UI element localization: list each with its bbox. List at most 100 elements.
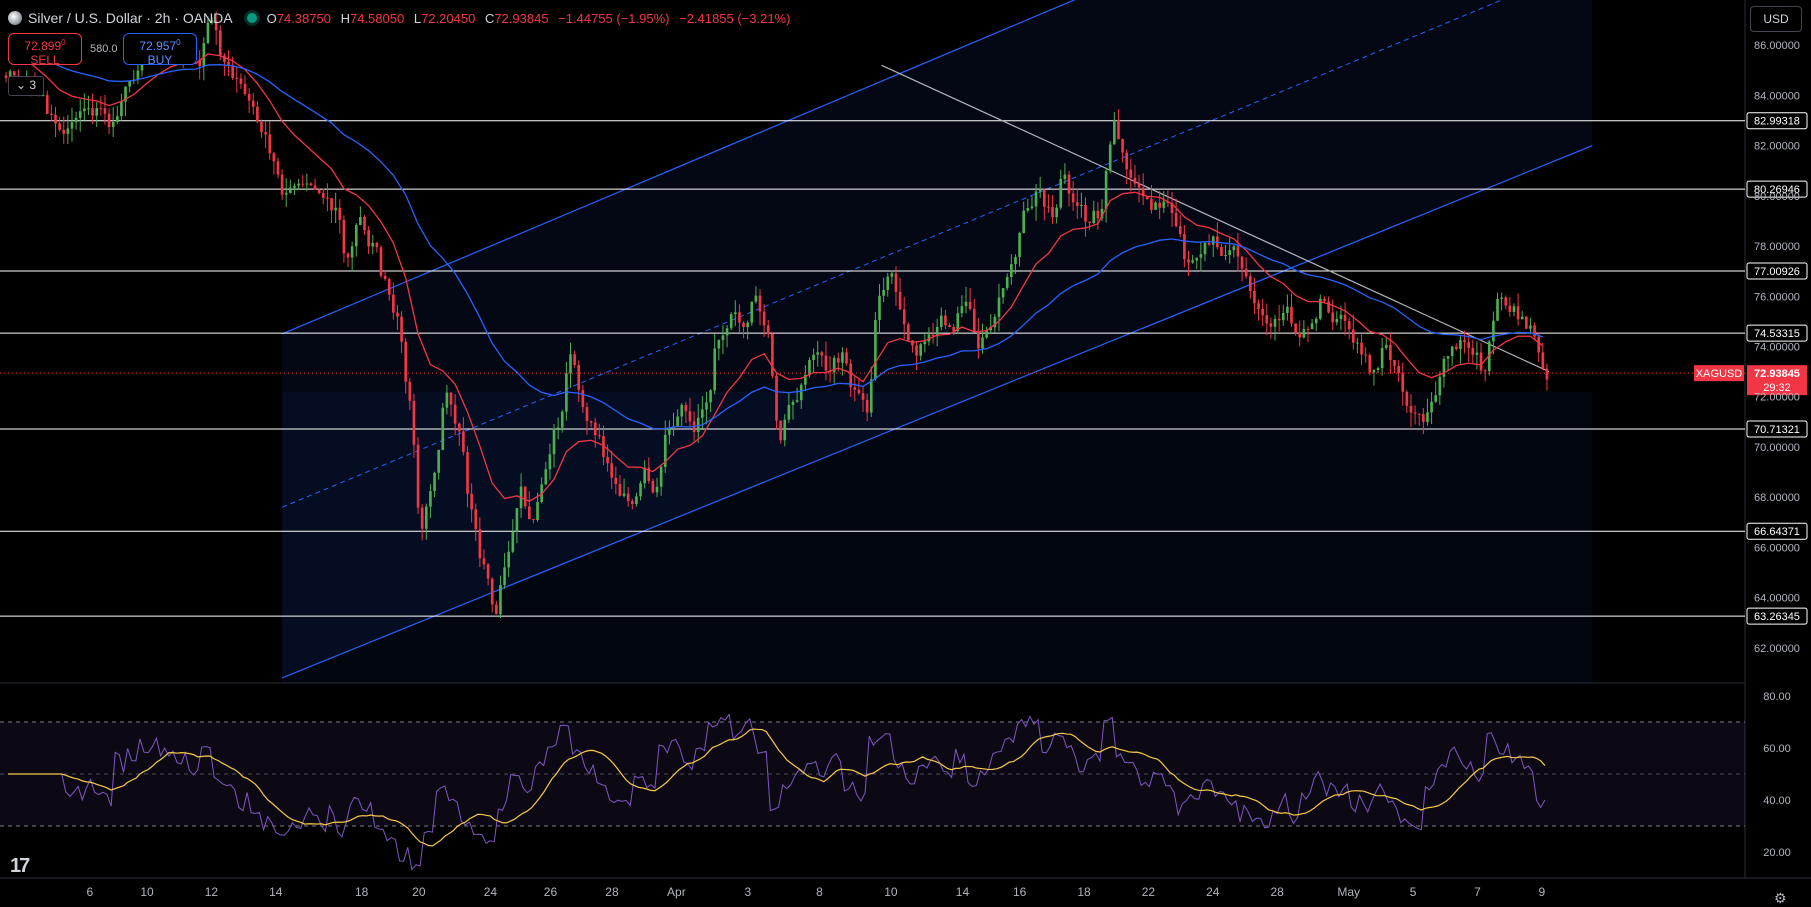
candle-body [886,276,890,290]
symbol-title[interactable]: Silver / U.S. Dollar · 2h · OANDA [28,10,233,26]
candle-body [363,216,366,231]
time-tick-label: 18 [1077,885,1091,899]
buy-button[interactable]: 72.9570 BUY [123,33,197,67]
level-label: 77.00926 [1754,266,1800,278]
candle-body [1010,264,1013,278]
candle-body [247,94,251,101]
candle-body [1401,373,1405,392]
candle-body [91,108,94,116]
candle-body [12,71,16,76]
candle-body [1545,368,1549,380]
candle-body [758,295,762,312]
candle-body [264,132,267,135]
candle-body [1434,395,1438,402]
candle-body [598,435,601,437]
candle-body [989,327,993,331]
price-tick-label: 66.00000 [1754,542,1800,554]
candle-body [952,327,955,332]
candle-body [569,354,572,374]
price-tick-label: 76.00000 [1754,291,1800,303]
candle-body [1438,376,1442,396]
candle-body [1273,318,1277,327]
candle-body [1520,316,1524,320]
price-tick-label: 70.00000 [1754,442,1800,454]
low-value: 72.20450 [421,10,476,26]
candle-body [746,322,749,328]
level-label-box [1746,522,1808,540]
candle-body [1356,342,1359,344]
time-tick-label: May [1337,885,1360,899]
candle-body [1327,301,1330,313]
candle-body [766,325,770,334]
tradingview-logo-icon: 17 [10,855,30,877]
candle-body [120,101,123,117]
currency-selector[interactable]: USD [1750,6,1802,32]
candle-body [1158,202,1161,208]
candle-body [301,183,305,185]
candle-body [227,62,230,66]
candle-body [610,463,614,478]
candle-body [400,316,403,342]
candle-body [1537,336,1541,353]
candle-body [1113,119,1116,145]
candle-body [276,161,280,175]
change2-value: −2.41855 (−3.21%) [679,10,791,26]
candle-body [466,452,469,494]
candle-body [111,121,115,128]
candle-body [548,454,552,470]
rsi-ma-line [8,728,1546,847]
candle-body [1236,246,1240,257]
level-label: 70.71321 [1754,424,1800,436]
candle-body [902,309,906,325]
candle-body [729,314,733,329]
candle-body [457,423,461,432]
sell-price: 72.899 [24,39,62,53]
candle-body [338,207,342,220]
time-tick-label: 8 [816,885,823,899]
candle-body [878,295,881,320]
time-tick-label: 18 [355,885,369,899]
spread-value: 580.0 [90,43,118,55]
candle-body [1034,191,1038,207]
candle-body [470,493,473,510]
price-tick-label: 62.00000 [1754,643,1800,655]
sell-button[interactable]: 72.8990 SELL [8,33,82,67]
candle-body [1471,347,1475,355]
candle-body [1426,412,1429,423]
candle-body [346,253,350,258]
candle-body [1137,183,1141,188]
candle-body [997,297,1001,317]
candle-body [486,564,490,579]
candle-body [1195,257,1199,261]
candle-body [367,230,370,247]
gear-icon[interactable]: ⚙ [1774,890,1787,906]
last-price-box [1747,365,1807,396]
time-tick-label: 24 [1206,885,1220,899]
price-tick-label: 82.00000 [1754,141,1800,153]
candle-body [1405,391,1409,406]
candle-body [602,436,605,457]
candle-body [1413,412,1417,414]
rsi-line [8,713,1546,871]
indicators-toggle[interactable]: ⌄ 3 [8,76,44,96]
close-value: 72.93845 [494,10,549,26]
countdown-label: 29:32 [1763,382,1791,394]
candle-body [536,501,539,521]
candle-body [977,331,980,349]
candle-body [1512,306,1516,312]
candle-body [503,567,506,586]
candle-body [280,174,284,195]
candle-body [882,289,885,296]
candle-body [313,185,317,190]
candle-body [527,506,531,520]
candle-body [1430,401,1433,413]
candle-body [78,111,82,118]
candle-body [771,333,774,376]
candle-body [218,30,222,56]
candle-body [326,197,329,199]
candle-body [1150,199,1153,210]
candle-body [1541,352,1545,369]
candle-body [305,183,309,185]
